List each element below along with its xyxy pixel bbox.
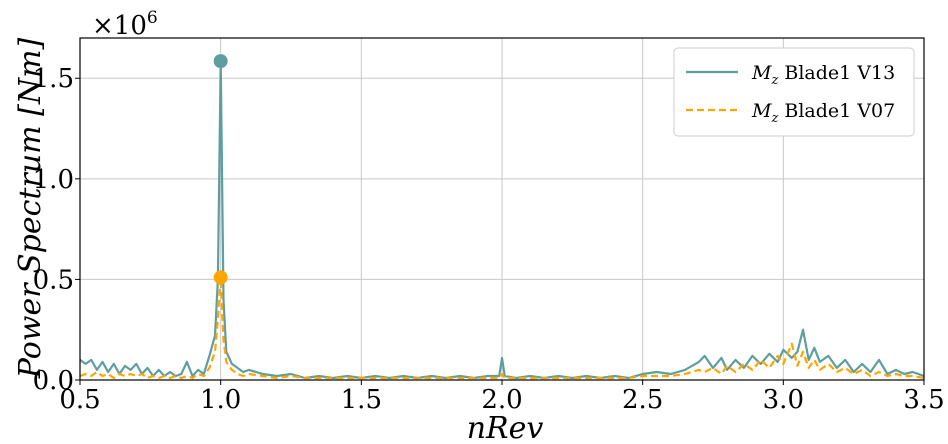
tick-labels: 0.5 1.0 1.5 2.0 2.5 3.0 3.50.00.51.01.5 — [33, 64, 945, 415]
y-tick-label: 0.0 — [33, 366, 74, 396]
legend-box — [673, 47, 915, 137]
peak-marker-1 — [213, 54, 228, 69]
x-tick-label: 3.5 — [903, 385, 944, 415]
y-axis-multiplier: ×106 — [92, 8, 158, 41]
x-tick-label: 1.0 — [200, 385, 241, 415]
x-tick-label: 0.5 — [59, 385, 100, 415]
x-tick-label: 2.0 — [481, 385, 522, 415]
peak-marker-2 — [213, 270, 228, 285]
legend: Mz Blade1 V13 Mz Blade1 V07 — [673, 47, 915, 137]
x-tick-label: 1.5 — [341, 385, 382, 415]
x-axis-label: nRev — [467, 411, 544, 444]
y-tick-label: 1.0 — [33, 165, 74, 195]
y-tick-label: 0.5 — [33, 265, 74, 295]
legend-label-2: Mz Blade1 V07 — [751, 100, 895, 126]
y-axis-label: Power Spectrum [Nm] — [13, 37, 48, 379]
x-tick-label: 2.5 — [622, 385, 663, 415]
series-line-1 — [79, 59, 925, 380]
series-line-2 — [79, 276, 925, 380]
legend-label-1: Mz Blade1 V13 — [751, 62, 895, 88]
series-layer — [79, 54, 925, 380]
y-tick-label: 1.5 — [33, 64, 74, 94]
x-tick-label: 3.0 — [763, 385, 804, 415]
